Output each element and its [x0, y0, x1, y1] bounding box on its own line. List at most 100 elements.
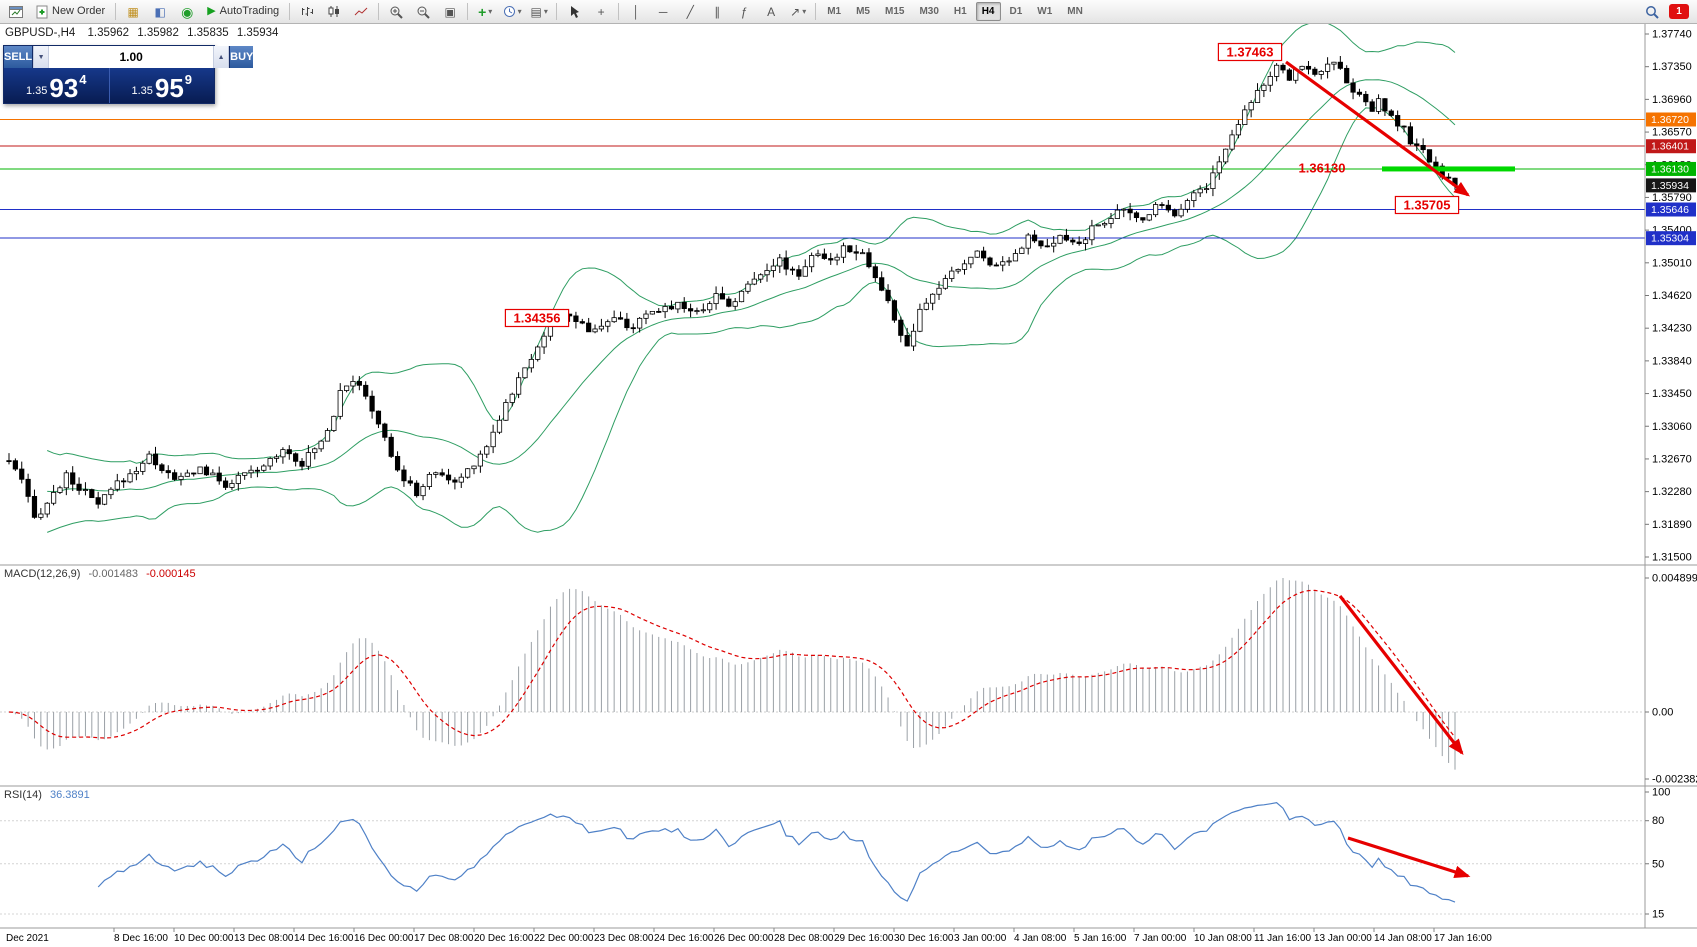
timeframe-h4-button[interactable]: H4: [975, 2, 1001, 21]
toolbar-separator: [115, 3, 117, 20]
svg-text:13 Dec 08:00: 13 Dec 08:00: [234, 933, 294, 944]
svg-text:22 Dec 00:00: 22 Dec 00:00: [534, 933, 594, 944]
horizontal-levels-layer: [0, 118, 1645, 239]
timeframe-d1-button[interactable]: D1: [1009, 6, 1023, 17]
fibonacci-tool-icon[interactable]: ƒ: [740, 4, 748, 19]
toolbar-separator: [289, 3, 291, 20]
svg-text:26 Dec 00:00: 26 Dec 00:00: [714, 933, 774, 944]
trendline-tool-icon[interactable]: ╱: [686, 4, 694, 19]
cursor-tool-icon[interactable]: [561, 1, 587, 23]
macd-pane: 0.004899 0.00 -0.002382: [0, 573, 1697, 786]
price-annotation-box: [504, 308, 570, 328]
trend-arrow: [1338, 595, 1464, 756]
data-window-icon[interactable]: ◧: [154, 4, 166, 19]
toolbar-separator: [467, 3, 469, 20]
rsi-label: RSI(14) 36.3891: [4, 789, 90, 801]
price-axis: 1.377401.373501.369601.365701.361801.357…: [1645, 29, 1696, 564]
templates-button[interactable]: ▤ ▾: [526, 1, 552, 23]
add-indicator-button[interactable]: + ▾: [472, 1, 498, 23]
buy-button[interactable]: BUY: [230, 46, 254, 68]
rsi-value: 36.3891: [49, 789, 90, 801]
one-click-trading-panel: SELL ▼ ▲ BUY 1.35 93 4 1.35 95 9: [3, 45, 254, 104]
arrow-symbol-icon: ↗: [790, 4, 801, 19]
svg-text:1.34230: 1.34230: [1652, 323, 1692, 335]
timeframe-w1-button[interactable]: W1: [1037, 6, 1053, 17]
horizontal-line-tool-icon[interactable]: ─: [658, 4, 668, 19]
line-chart-type-icon[interactable]: [348, 1, 374, 23]
svg-text:100: 100: [1652, 787, 1670, 799]
zoom-out-icon[interactable]: [410, 1, 436, 23]
svg-text:1.33060: 1.33060: [1652, 421, 1692, 433]
timeframe-mn-button[interactable]: MN: [1067, 6, 1083, 17]
bar-chart-type-icon[interactable]: [294, 1, 320, 23]
svg-text:1.34620: 1.34620: [1652, 290, 1692, 302]
arrows-tool-button[interactable]: ↗ ▾: [785, 1, 811, 23]
svg-text:10 Dec 00:00: 10 Dec 00:00: [174, 933, 234, 944]
timeframe-m1-button[interactable]: M1: [827, 6, 842, 17]
svg-text:80: 80: [1652, 815, 1664, 827]
new-order-icon: [36, 5, 48, 18]
svg-text:1.36960: 1.36960: [1652, 94, 1692, 106]
text-tool-icon[interactable]: A: [767, 4, 776, 19]
svg-text:4 Jan 08:00: 4 Jan 08:00: [1014, 933, 1067, 944]
buy-price-prefix: 1.35: [131, 85, 153, 97]
trade-panel-controls: SELL ▼ ▲ BUY: [4, 46, 254, 68]
svg-text:14 Dec 16:00: 14 Dec 16:00: [294, 933, 354, 944]
new-order-button[interactable]: New Order: [30, 2, 111, 22]
timeframe-h1-button[interactable]: H1: [953, 6, 967, 17]
svg-text:1.33450: 1.33450: [1652, 388, 1692, 400]
svg-text:13 Jan 00:00: 13 Jan 00:00: [1314, 933, 1372, 944]
sell-button[interactable]: SELL: [4, 46, 33, 68]
price-annotation-box: [1394, 195, 1460, 215]
crosshair-tool-icon[interactable]: +: [597, 4, 605, 19]
sell-price[interactable]: 1.35 93 4: [4, 68, 109, 103]
volume-increment-button[interactable]: ▲: [213, 46, 230, 68]
timeframe-m30-button[interactable]: M30: [919, 6, 939, 17]
svg-text:-0.002382: -0.002382: [1652, 774, 1697, 786]
volume-field: ▼ ▲: [32, 46, 231, 68]
autotrading-button[interactable]: ▶ AutoTrading: [201, 2, 285, 22]
svg-text:11 Jan 16:00: 11 Jan 16:00: [1254, 933, 1312, 944]
svg-text:1.36720: 1.36720: [1651, 114, 1689, 126]
notification-badge[interactable]: 1: [1669, 4, 1689, 19]
vertical-line-tool-icon[interactable]: │: [632, 4, 640, 19]
navigator-icon[interactable]: ◉: [181, 3, 194, 20]
svg-text:1.35304: 1.35304: [1651, 233, 1689, 245]
time-axis: Dec 2021 8 Dec 16:00 10 Dec 00:00 13 Dec 08…: [6, 928, 1492, 944]
volume-input[interactable]: [49, 46, 214, 68]
price-annotation-label: 1.37463: [1227, 45, 1274, 60]
svg-text:1.33840: 1.33840: [1652, 355, 1692, 367]
svg-text:1.31890: 1.31890: [1652, 519, 1692, 531]
svg-text:28 Dec 08:00: 28 Dec 08:00: [774, 933, 834, 944]
autotrading-play-icon: ▶: [207, 5, 216, 17]
trend-arrow: [1285, 60, 1471, 197]
macd-label: MACD(12,26,9) -0.001483 -0.000145: [4, 568, 196, 580]
plus-icon: +: [478, 3, 487, 20]
chart-window-icon[interactable]: [3, 1, 29, 23]
svg-text:1.32670: 1.32670: [1652, 453, 1692, 465]
buy-price[interactable]: 1.35 95 9: [110, 68, 215, 103]
svg-text:17 Dec 08:00: 17 Dec 08:00: [414, 933, 474, 944]
autotrading-label: AutoTrading: [219, 5, 280, 17]
chevron-down-icon: ▾: [802, 6, 807, 16]
tile-windows-icon[interactable]: ▣: [444, 4, 456, 19]
svg-text:10 Jan 08:00: 10 Jan 08:00: [1194, 933, 1252, 944]
toolbar-separator: [556, 3, 558, 20]
periods-button[interactable]: ▾: [499, 1, 525, 23]
svg-text:14 Jan 08:00: 14 Jan 08:00: [1374, 933, 1432, 944]
market-watch-icon[interactable]: ▦: [127, 4, 139, 19]
svg-text:24 Dec 16:00: 24 Dec 16:00: [654, 933, 714, 944]
svg-text:1.36570: 1.36570: [1652, 127, 1692, 139]
zoom-in-icon[interactable]: [383, 1, 409, 23]
channel-tool-icon[interactable]: ∥: [714, 4, 721, 19]
svg-text:1.37350: 1.37350: [1652, 61, 1692, 73]
timeframe-m15-button[interactable]: M15: [885, 6, 905, 17]
search-icon[interactable]: [1639, 1, 1665, 23]
timeframe-m5-button[interactable]: M5: [856, 6, 870, 17]
main-toolbar: New Order ▦ ◧ ◉ ▶ AutoTrading ▣ + ▾ ▾ ▤ …: [0, 0, 1697, 24]
volume-decrement-button[interactable]: ▼: [33, 46, 50, 68]
pane-separators: [0, 24, 1697, 929]
chevron-down-icon: ▾: [543, 6, 548, 16]
candlestick-chart-type-icon[interactable]: [321, 1, 347, 23]
